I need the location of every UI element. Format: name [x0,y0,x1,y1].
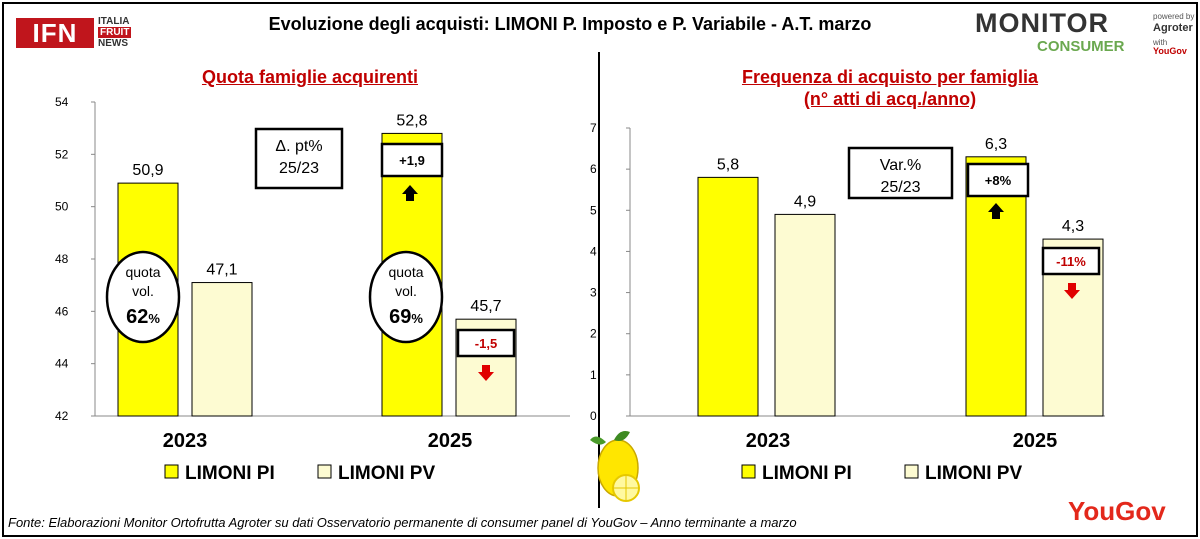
chart0-legend-label-pv: LIMONI PV [338,463,435,484]
chart0-legend-swatch-pi [164,464,179,479]
chart1-change-header-line2: 25/23 [880,179,920,196]
monitor-word: MONITOR [975,8,1109,38]
chart1-y-tick-label: 1 [590,368,597,382]
page-title: Evoluzione degli acquisti: LIMONI P. Imp… [268,14,872,34]
chart1-bar-pi-2025 [965,156,1027,417]
chart0-y-tick-label: 52 [55,147,69,161]
chart1-y-tick-label: 2 [590,327,597,341]
chart0-change-badge [380,142,444,178]
chart0-data-label: 52,8 [396,112,427,129]
chart1-change-value: +8% [985,173,1012,188]
chart0-volume-share-oval [368,250,444,344]
chart1-legend-swatch-pv [904,464,919,479]
ifn-logo-subtext: ITALIA FRUIT NEWS [98,16,132,49]
ifn-logo-mark: IFN [16,18,94,48]
chart1-y-tick-label: 0 [590,409,597,423]
chart0-down-arrow-icon [478,365,494,381]
chart1-data-label: 4,3 [1062,218,1084,235]
ifn-sub-news: NEWS [98,38,128,49]
chart0-y-tick-label: 54 [55,95,69,109]
source-note: Fonte: Elaborazioni Monitor Ortofrutta A… [8,515,797,530]
chart0-data-label: 47,1 [206,262,237,279]
panel-divider [598,52,600,508]
chart1-up-arrow-icon [988,203,1004,219]
chart0-legend-swatch-pv [317,464,332,479]
chart1-y-tick-label: 5 [590,203,597,217]
chart0-y-tick-label: 50 [55,200,69,214]
ifn-sub-italia: ITALIA [98,16,130,27]
chart0-y-tick-label: 48 [55,252,69,266]
ifn-logo: IFN ITALIA FRUIT NEWS [16,14,146,50]
chart1-change-header-line1: Var.% [880,157,922,174]
chart0-category-label: 2025 [428,430,473,452]
lemon-icon [590,431,640,502]
chart0-oval-line2: vol. [395,283,417,299]
chart0-category-label: 2023 [163,430,208,452]
chart0-y-tick-label: 42 [55,409,69,423]
powered-by-text: powered by [1153,12,1195,21]
yougov-logo: YouGov [1068,496,1166,526]
chart0-volume-share-oval [105,250,181,344]
consumer-word: CONSUMER [1037,38,1125,55]
chart1-bar-pi-2023 [697,176,759,417]
chart0-oval-line1: quota [125,264,160,280]
chart1-legend-label-pi: LIMONI PI [762,463,852,484]
chart1-data-label: 4,9 [794,193,816,210]
chart0-data-label: 50,9 [132,162,163,179]
chart0-oval-line2: vol. [132,283,154,299]
chart0-change-value: +1,9 [399,153,425,168]
right-chart-title: Frequenza di acquisto per famiglia [741,67,1039,87]
chart1-change-value: -11% [1056,254,1086,269]
yougov-small-text: YouGov [1153,46,1187,56]
chart0-change-value: -1,5 [475,336,497,351]
ifn-sub-fruit: FRUIT [98,27,132,38]
chart0-change-badge [456,328,516,358]
chart1-down-arrow-icon [1064,283,1080,299]
chart1-change-badge [966,162,1030,198]
chart0-change-header-box [254,127,344,190]
chart1-category-label: 2023 [746,430,791,452]
chart1-data-label: 5,8 [717,156,739,173]
agroter-text: Agroter [1153,22,1193,34]
chart1-category-label: 2025 [1013,430,1058,452]
left-chart-title: Quota famiglie acquirenti [201,67,419,87]
chart0-legend-label-pi: LIMONI PI [185,463,275,484]
chart0-change-header-line2: 25/23 [279,160,319,177]
chart1-legend-label-pv: LIMONI PV [925,463,1022,484]
chart0-y-tick-label: 44 [55,357,69,371]
chart0-oval-value: 62% [126,306,160,328]
chart0-y-tick-label: 46 [55,304,69,318]
chart1-y-tick-label: 6 [590,162,597,176]
chart1-change-header-box [847,146,954,200]
chart0-bar-pv-2023 [191,282,253,417]
chart0-change-header-line1: Δ. pt% [275,138,322,155]
with-text: with [1153,38,1168,47]
chart1-legend-swatch-pi [741,464,756,479]
chart1-data-label: 6,3 [985,136,1007,153]
chart0-oval-value: 69% [389,306,423,328]
chart0-data-label: 45,7 [470,298,501,315]
chart1-change-badge [1041,246,1101,276]
chart1-y-tick-label: 4 [590,244,597,258]
chart1-y-tick-label: 3 [590,286,597,300]
right-chart-subtitle: (n° atti di acq./anno) [803,89,977,109]
monitor-consumer-logo: MONITOR CONSUMER powered by Agroter with… [975,8,1195,58]
chart0-oval-line1: quota [388,264,423,280]
chart0-up-arrow-icon [402,185,418,201]
chart1-bar-pv-2023 [774,213,836,417]
chart1-y-tick-label: 7 [590,121,597,135]
